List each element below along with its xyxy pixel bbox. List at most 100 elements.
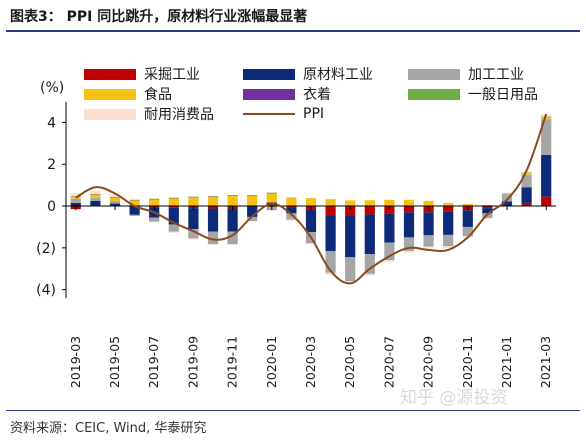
bar-shipin-2019-06 — [129, 200, 140, 207]
bar-shipin-2020-11 — [462, 203, 473, 207]
bar-caicai-2020-06 — [364, 206, 375, 215]
legend-label-shipin: 食品 — [144, 87, 172, 103]
bar-jiagong-2021-01 — [501, 194, 513, 202]
legend-label-riyong: 一般日用品 — [468, 87, 538, 103]
bar-shipin-2020-03 — [305, 198, 317, 207]
bar-naiyong-2019-05 — [109, 194, 121, 197]
bar-yuancailiao-2019-12 — [247, 206, 258, 217]
bar-yuancailiao-2020-09 — [423, 212, 434, 236]
legend-item-yuancailiao: 原材料工业 — [243, 66, 373, 83]
bar-yuancailiao-2019-11 — [227, 208, 238, 232]
bar-naiyong-2019-04 — [90, 191, 101, 195]
bar-jiagong-2020-11 — [462, 226, 473, 236]
bar-naiyong-2019-10 — [207, 244, 219, 246]
bar-shipin-2020-05 — [345, 200, 356, 207]
x-tick-label: 2019-05 — [107, 336, 122, 388]
bar-yuancailiao-2019-04 — [90, 200, 101, 205]
x-tick-label: 2019-11 — [225, 336, 240, 388]
bar-jiagong-2020-08 — [403, 237, 415, 250]
line-layer — [75, 113, 548, 285]
x-tick-label: 2020-05 — [342, 336, 357, 388]
bar-jiagong-2021-03 — [541, 119, 552, 155]
y-unit-label: (%) — [40, 80, 64, 96]
bar-shipin-2020-10 — [443, 202, 454, 207]
legend-item-ppi: PPI — [243, 106, 324, 122]
legend-label-yizhuo: 衣着 — [303, 87, 331, 103]
bar-shipin-2019-08 — [168, 198, 179, 207]
bar-jiagong-2020-09 — [423, 235, 434, 246]
bar-caicai-2021-03 — [541, 196, 552, 207]
bar-jiagong-2019-06 — [129, 214, 140, 216]
bar-yuancailiao-2020-05 — [345, 215, 356, 258]
ppi-line — [75, 113, 548, 285]
bar-yuancailiao-2019-03 — [70, 202, 81, 207]
bar-jiagong-2020-06 — [364, 254, 375, 273]
title-rule — [6, 30, 580, 32]
x-tick-label: 2020-01 — [264, 336, 279, 388]
bar-jiagong-2019-08 — [168, 224, 179, 232]
legend-swatch-shipin — [84, 88, 136, 100]
bar-yuancailiao-2020-10 — [443, 211, 454, 235]
bar-shipin-2019-05 — [109, 197, 121, 202]
bar-yuancailiao-2021-02 — [521, 187, 532, 203]
bar-shipin-2021-02 — [521, 172, 532, 175]
bar-yuancailiao-2020-11 — [462, 210, 473, 227]
bar-caicai-2020-08 — [403, 206, 415, 213]
bar-jiagong-2019-04 — [90, 197, 101, 201]
y-tick-label: (2) — [36, 241, 56, 257]
bar-jiagong-2020-07 — [384, 242, 395, 260]
bar-jiagong-2019-03 — [70, 198, 81, 203]
bar-caicai-2020-10 — [443, 206, 454, 212]
bar-naiyong-2019-11 — [227, 244, 238, 246]
bar-shipin-2020-04 — [325, 199, 336, 207]
y-tick-label: 2 — [47, 157, 56, 173]
bar-caicai-2019-04 — [90, 205, 101, 207]
bar-naiyong-2019-03 — [70, 193, 81, 197]
bar-shipin-2020-06 — [364, 200, 375, 207]
bar-naiyong-2020-05 — [345, 280, 356, 283]
bar-shipin-2019-03 — [70, 196, 81, 199]
bar-shipin-2019-04 — [90, 194, 101, 198]
bar-yuancailiao-2019-08 — [168, 207, 179, 225]
bar-jiagong-2021-02 — [521, 174, 532, 188]
y-tick-label: 4 — [47, 115, 56, 131]
x-tick-label: 2020-03 — [303, 336, 318, 388]
bar-shipin-2020-02 — [286, 197, 297, 207]
bar-shipin-2020-12 — [482, 205, 493, 207]
bar-shipin-2020-07 — [384, 199, 395, 207]
bar-yuancailiao-2019-10 — [207, 208, 219, 232]
bar-yuancailiao-2019-05 — [109, 203, 121, 206]
legend-label-caicai: 采掘工业 — [144, 67, 200, 83]
bar-yuancailiao-2021-01 — [501, 201, 513, 206]
bar-caicai-2020-04 — [325, 206, 336, 216]
bar-yuancailiao-2020-04 — [325, 215, 336, 251]
legend-swatch-jiagong — [408, 68, 460, 80]
bar-naiyong-2020-12 — [482, 217, 493, 219]
bar-shipin-2021-03 — [541, 116, 552, 120]
legend-item-riyong: 一般日用品 — [408, 86, 538, 103]
bar-naiyong-2020-04 — [325, 272, 336, 275]
x-tick-label: 2019-03 — [68, 336, 83, 388]
bar-naiyong-2020-07 — [384, 259, 395, 263]
bar-jiagong-2019-05 — [109, 201, 121, 204]
bar-yuancailiao-2020-02 — [286, 207, 297, 214]
legend-item-jiagong: 加工工业 — [408, 66, 524, 83]
chart-title: 图表3： PPI 同比跳升，原材料行业涨幅最显著 — [10, 9, 308, 25]
bar-jiagong-2020-02 — [286, 213, 297, 220]
watermark: 知乎 @源投资 — [400, 388, 508, 408]
legend-swatch-caicai — [84, 68, 136, 80]
bar-naiyong-2020-03 — [305, 242, 317, 245]
legend-item-naiyong: 耐用消费品 — [84, 106, 214, 123]
x-tick-label: 2020-11 — [460, 336, 475, 388]
bar-jiagong-2019-11 — [227, 231, 238, 245]
x-tick-label: 2021-01 — [499, 336, 514, 388]
legend-swatch-naiyong — [84, 108, 136, 120]
bar-jiagong-2020-04 — [325, 250, 336, 272]
bar-jiagong-2019-07 — [149, 217, 160, 222]
axis-layer: 4 2 0 (2) (4) 2019-03 2019-05 2019-07 2019-09 201… — [36, 102, 556, 388]
legend-label-naiyong: 耐用消费品 — [144, 107, 214, 123]
bar-naiyong-2020-10 — [443, 245, 454, 249]
bar-shipin-2019-09 — [188, 197, 199, 207]
bar-jiagong-2019-09 — [188, 229, 199, 239]
